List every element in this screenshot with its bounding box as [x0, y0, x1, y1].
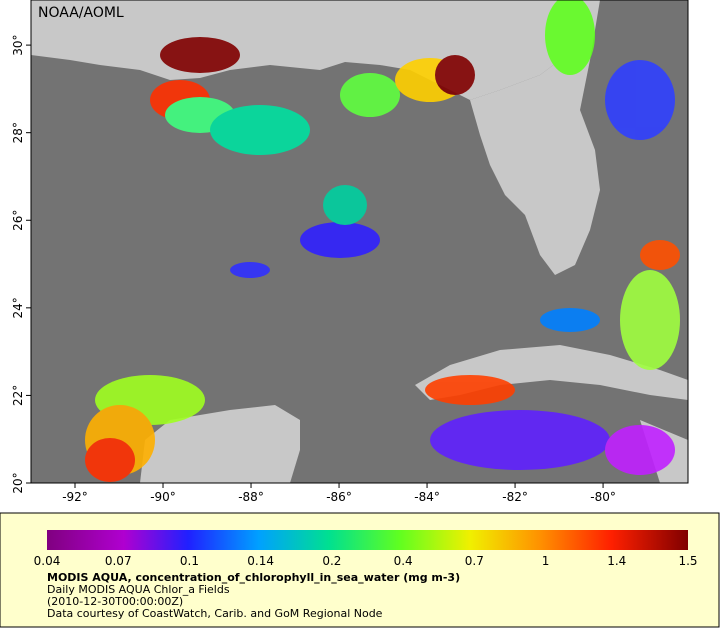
colorbar-tick-label: 0.1 — [180, 554, 199, 568]
y-tick-label: 24° — [11, 297, 25, 318]
x-tick-label: -82° — [502, 490, 528, 504]
colorbar-tick-label: 1.5 — [678, 554, 697, 568]
x-tick-label: -88° — [238, 490, 264, 504]
y-tick-label: 22° — [11, 385, 25, 406]
colorbar-tick-label: 0.7 — [465, 554, 484, 568]
map-frame — [30, 0, 689, 484]
colorbar-ticks: 0.04 0.07 0.1 0.14 0.2 0.4 0.7 1 1.4 1.5 — [34, 554, 698, 568]
watermark: NOAA/AOML — [38, 5, 124, 21]
x-tick-label: -80° — [590, 490, 616, 504]
colorbar-tick-label: 0.14 — [247, 554, 274, 568]
x-tick-label: -90° — [150, 490, 176, 504]
colorbar-tick-label: 1 — [542, 554, 550, 568]
x-tick-label: -86° — [326, 490, 352, 504]
map-area — [31, 0, 688, 483]
caption-line: Daily MODIS AQUA Chlor_a Fields — [47, 583, 230, 596]
colorbar-tick-label: 1.4 — [607, 554, 626, 568]
y-tick-label: 26° — [11, 210, 25, 231]
caption-title: MODIS AQUA, concentration_of_chlorophyll… — [47, 571, 460, 584]
land — [140, 405, 300, 483]
colorbar-tick-label: 0.4 — [394, 554, 413, 568]
x-tick-label: -84° — [414, 490, 440, 504]
colorbar-tick-label: 0.07 — [105, 554, 132, 568]
chlorophyll-imagery — [85, 0, 680, 482]
caption-line: Data courtesy of CoastWatch, Carib. and … — [47, 607, 383, 620]
y-tick-label: 30° — [11, 34, 25, 55]
y-tick-label: 20° — [11, 472, 25, 493]
x-tick-label: -92° — [62, 490, 88, 504]
colorbar-tick-label: 0.2 — [322, 554, 341, 568]
colorbar — [47, 530, 688, 550]
colorbar-tick-label: 0.04 — [34, 554, 61, 568]
axes: -92° -90° -88° -86° -84° -82° -80° 20° 22° 24° 26°… — [11, 34, 616, 504]
y-tick-label: 28° — [11, 122, 25, 143]
caption-line: (2010-12-30T00:00:00Z) — [47, 595, 183, 608]
